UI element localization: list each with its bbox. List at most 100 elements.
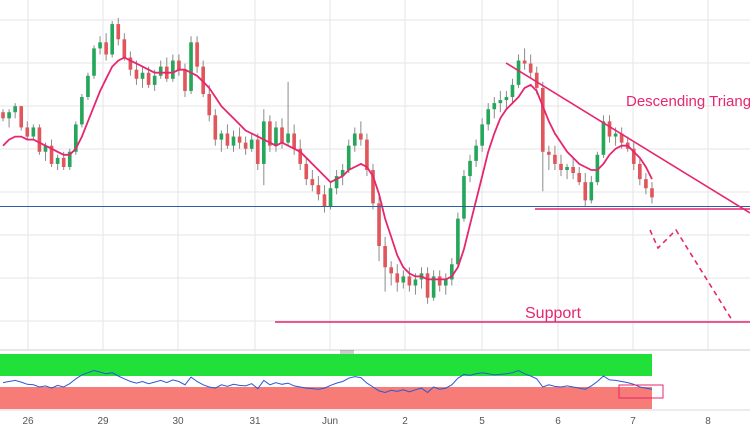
moving-average-line [2,56,653,281]
candle-body [49,145,54,164]
candle-body [352,133,357,146]
x-tick-label: 31 [249,416,261,427]
candle-body [134,69,139,79]
descending-triangle-upper-line [505,62,750,214]
candle-body [310,179,315,186]
rsi-line [2,369,653,394]
candle-body [456,218,460,265]
candle-body [359,133,363,140]
candle-body [340,170,345,177]
candle-body [128,57,133,70]
candle-body [31,127,36,137]
candle-body [213,115,218,140]
candle-body [650,188,654,198]
candle-body [498,100,503,104]
x-tick-label: 2 [402,416,408,427]
candle-body [577,173,582,183]
x-tick-label: 6 [555,416,561,427]
candle-body [92,48,96,76]
candle-body [383,246,387,268]
candle-body [110,24,115,55]
candle-body [268,121,272,146]
candle-body [571,166,575,174]
candle-body [407,276,412,286]
candle-body [219,133,224,140]
candle-body [37,127,42,152]
candle-body [13,106,17,113]
candle-body [607,121,612,137]
candle-body [189,42,193,91]
candle-body [395,273,400,283]
candle-body [644,179,648,189]
candle-body [638,163,642,180]
rsi-highlight-box [618,384,664,399]
candle-body [225,133,230,146]
candle-body [480,124,484,146]
candle-body [104,42,108,55]
candle-body [534,72,539,88]
candle-body [207,94,212,116]
candle-body [73,124,78,152]
candle-body [468,160,472,177]
candle-body [595,154,600,183]
candle-body [553,154,557,164]
projection-dashed-path [649,228,733,321]
candle-body [559,163,563,170]
candle-body [25,127,30,137]
candlesticks [1,18,654,304]
candle-body [55,157,60,164]
rsi-overbought-band [0,354,652,376]
x-tick-label: 7 [630,416,636,427]
candle-body [171,60,175,79]
candle-body [280,127,284,143]
candle-body [601,121,606,155]
candle-body [122,39,127,58]
candle-body [547,151,551,155]
candle-body [401,276,406,283]
candle-body [322,194,327,207]
pane-resize-handle[interactable] [340,350,354,354]
candle-body [7,112,11,119]
candle-body [510,84,515,98]
candle-body [274,127,278,146]
candle-body [431,276,436,298]
candle-body [286,133,290,143]
candle-body [540,87,545,152]
candle-body [61,157,66,167]
x-tick-label: 30 [172,416,184,427]
candle-body [371,170,375,204]
candle-body [249,139,254,149]
candle-body [492,103,497,110]
candle-body [255,139,260,164]
candle-body [67,151,72,167]
candle-body [389,267,393,274]
grid-lines [0,0,750,350]
candle-body [365,139,369,170]
x-tick-label: 29 [97,416,109,427]
candle-body [583,182,588,201]
candle-body [201,66,205,94]
candle-body [619,133,624,143]
candle-body [195,42,199,67]
candle-body [262,121,266,164]
candle-body [474,145,478,161]
candle-body [140,72,145,79]
candle-body [462,176,466,219]
candle-body [86,75,90,98]
candle-body [565,166,569,170]
candle-body [334,176,339,189]
candle-body [443,279,448,286]
candle-body [377,203,381,246]
candle-body [413,279,418,286]
rsi-indicator-pane [0,354,664,409]
candle-body [43,145,48,152]
candle-body [298,148,303,164]
x-tick-label: 8 [705,416,711,427]
candle-body [19,106,24,128]
candle-body [486,109,491,125]
x-tick-label: 26 [22,416,34,427]
candle-body [237,136,242,143]
candle-body [98,42,102,49]
support-label: Support [525,305,582,322]
